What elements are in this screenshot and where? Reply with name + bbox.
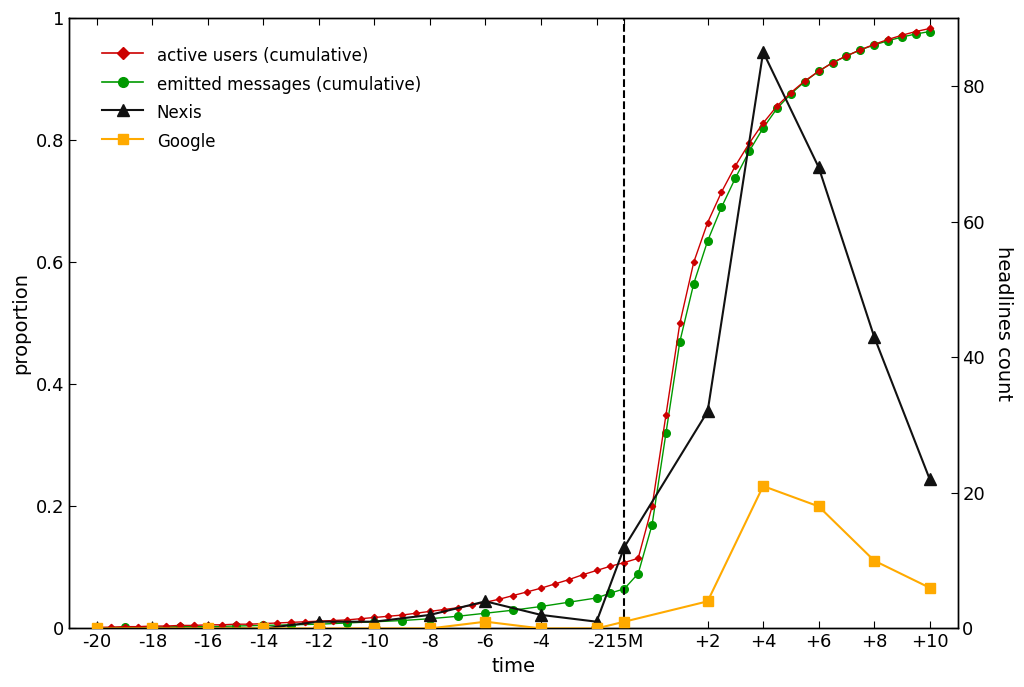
emitted messages (cumulative): [202, 622, 214, 631]
X-axis label: time: time: [492, 657, 536, 676]
emitted messages (cumulative): [674, 337, 686, 346]
emitted messages (cumulative): [618, 585, 631, 593]
emitted messages (cumulative): [716, 203, 728, 212]
emitted messages (cumulative): [896, 33, 908, 41]
emitted messages (cumulative): [757, 124, 769, 132]
Nexis: [312, 618, 325, 626]
Nexis: [701, 407, 714, 416]
emitted messages (cumulative): [882, 36, 894, 45]
Google: [424, 624, 436, 633]
emitted messages (cumulative): [924, 27, 936, 36]
emitted messages (cumulative): [854, 46, 866, 54]
Y-axis label: proportion: proportion: [11, 272, 30, 374]
emitted messages (cumulative): [868, 41, 881, 49]
Google: [369, 624, 381, 633]
Google: [591, 624, 603, 633]
emitted messages (cumulative): [369, 618, 381, 626]
Google: [924, 584, 936, 592]
Google: [146, 624, 159, 633]
active users (cumulative): [591, 566, 603, 574]
Google: [618, 618, 631, 626]
emitted messages (cumulative): [285, 620, 297, 629]
emitted messages (cumulative): [591, 594, 603, 602]
Line: emitted messages (cumulative): emitted messages (cumulative): [93, 27, 934, 631]
emitted messages (cumulative): [687, 280, 699, 288]
Line: Nexis: Nexis: [91, 47, 935, 634]
emitted messages (cumulative): [799, 78, 811, 86]
Google: [701, 597, 714, 605]
Google: [535, 624, 547, 633]
emitted messages (cumulative): [701, 237, 714, 245]
emitted messages (cumulative): [659, 429, 672, 438]
active users (cumulative): [924, 24, 936, 32]
Line: Google: Google: [92, 481, 935, 633]
emitted messages (cumulative): [174, 622, 186, 631]
Google: [257, 624, 269, 633]
emitted messages (cumulative): [771, 104, 783, 113]
Nexis: [812, 164, 824, 172]
emitted messages (cumulative): [229, 622, 242, 630]
emitted messages (cumulative): [257, 621, 269, 629]
emitted messages (cumulative): [146, 623, 159, 631]
Nexis: [424, 611, 436, 619]
emitted messages (cumulative): [479, 609, 492, 618]
Nexis: [202, 624, 214, 633]
emitted messages (cumulative): [646, 521, 658, 529]
emitted messages (cumulative): [312, 620, 325, 629]
Nexis: [757, 48, 769, 56]
emitted messages (cumulative): [119, 623, 131, 631]
active users (cumulative): [812, 67, 824, 76]
emitted messages (cumulative): [729, 174, 741, 182]
Nexis: [868, 333, 881, 341]
Nexis: [591, 618, 603, 626]
emitted messages (cumulative): [812, 67, 824, 76]
Google: [202, 624, 214, 633]
emitted messages (cumulative): [424, 615, 436, 623]
Nexis: [479, 597, 492, 605]
Google: [312, 624, 325, 633]
Nexis: [369, 618, 381, 626]
Nexis: [257, 624, 269, 633]
active users (cumulative): [535, 584, 547, 592]
active users (cumulative): [285, 618, 297, 627]
Nexis: [146, 624, 159, 633]
active users (cumulative): [382, 612, 394, 620]
Nexis: [535, 611, 547, 619]
emitted messages (cumulative): [452, 612, 464, 620]
emitted messages (cumulative): [396, 616, 409, 624]
emitted messages (cumulative): [743, 147, 756, 155]
Legend: active users (cumulative), emitted messages (cumulative), Nexis, Google: active users (cumulative), emitted messa…: [95, 38, 428, 158]
emitted messages (cumulative): [841, 52, 853, 60]
emitted messages (cumulative): [826, 58, 839, 67]
emitted messages (cumulative): [784, 90, 797, 98]
emitted messages (cumulative): [604, 589, 616, 597]
Google: [757, 482, 769, 491]
Google: [479, 618, 492, 626]
emitted messages (cumulative): [632, 570, 644, 578]
Nexis: [924, 475, 936, 484]
Google: [812, 502, 824, 510]
emitted messages (cumulative): [535, 602, 547, 611]
Nexis: [91, 624, 103, 633]
Line: active users (cumulative): active users (cumulative): [94, 26, 932, 629]
emitted messages (cumulative): [341, 619, 353, 627]
active users (cumulative): [91, 623, 103, 631]
emitted messages (cumulative): [91, 624, 103, 632]
Google: [868, 556, 881, 565]
Nexis: [618, 543, 631, 551]
emitted messages (cumulative): [909, 30, 922, 38]
Y-axis label: headlines count: headlines count: [994, 246, 1013, 401]
Google: [91, 624, 103, 633]
active users (cumulative): [257, 620, 269, 628]
emitted messages (cumulative): [562, 598, 574, 607]
emitted messages (cumulative): [507, 606, 519, 614]
